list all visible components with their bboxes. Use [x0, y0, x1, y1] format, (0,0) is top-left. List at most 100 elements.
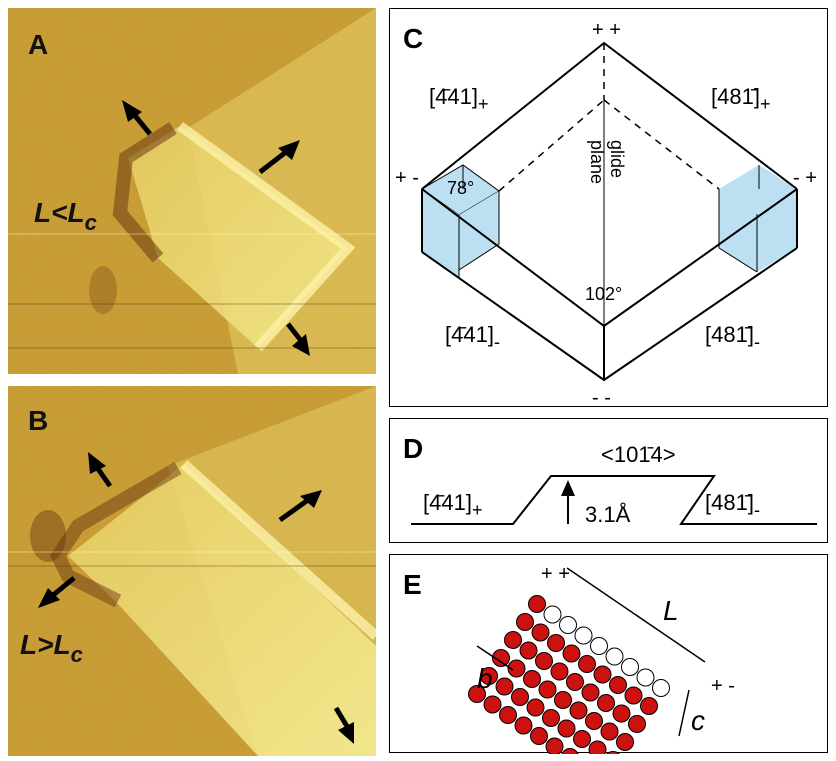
glide-label: glide: [607, 140, 627, 178]
edge-atom: [605, 647, 624, 666]
bulk-atom: [640, 697, 658, 715]
edge-label-upper-right: [481̄]+: [711, 84, 770, 114]
edge-atom: [559, 616, 577, 634]
bulk-atom: [530, 727, 548, 745]
panel-a: A L<Lc: [8, 8, 376, 374]
bulk-atom: [480, 667, 498, 685]
arrow-icon: [333, 706, 354, 744]
edge-atom: [543, 605, 562, 624]
corner-sign-bottom: - -: [592, 387, 611, 408]
step-profile: [411, 475, 817, 525]
corner-sign-top: + +: [592, 19, 621, 41]
plane-label: plane: [587, 140, 607, 184]
panel-b: B L>Lc: [8, 386, 376, 756]
panel-letter: B: [28, 405, 48, 436]
panel-letter: A: [28, 29, 48, 60]
corner-sign-right: - +: [793, 167, 817, 189]
arrow-up-icon: [561, 480, 575, 496]
panel-c-diagram: C: [389, 8, 828, 409]
bulk-atom: [609, 676, 627, 694]
corner-sign-left: + -: [395, 167, 419, 189]
atom-lattice: [468, 595, 670, 761]
bulk-atom: [523, 670, 541, 688]
step-top-label: <101̄4>: [601, 442, 676, 467]
edge-atom: [621, 658, 639, 676]
panel-letter: E: [403, 569, 422, 600]
bulk-atom: [507, 659, 526, 678]
bulk-atom: [554, 691, 572, 709]
bulk-atom: [585, 712, 603, 730]
panel-e: E + + + - L b c: [389, 554, 829, 761]
bulk-atom: [581, 683, 600, 702]
bulk-atom: [545, 737, 564, 756]
panel-letter: D: [403, 433, 423, 464]
edge-label-lower-left: [4̄41]-: [445, 322, 500, 352]
edge-atom: [636, 668, 655, 687]
bulk-atom: [483, 695, 502, 714]
bulk-atom: [628, 715, 646, 733]
bulk-atom: [569, 701, 588, 720]
bulk-atom: [588, 740, 607, 759]
bulk-atom: [616, 733, 634, 751]
edge-atom: [652, 679, 670, 697]
length-label-L: L: [663, 595, 679, 626]
arrow-icon: [122, 100, 152, 136]
b-indicator-line: [476, 645, 514, 671]
bulk-atom: [547, 634, 565, 652]
bulk-atom: [504, 631, 522, 649]
bulk-atom: [516, 613, 534, 631]
edge-label-upper-left: [4̄41]+: [429, 84, 488, 114]
bulk-atom: [468, 685, 486, 703]
length-label-c: c: [691, 705, 705, 736]
bulk-atom: [566, 673, 584, 691]
arrow-icon: [88, 452, 113, 488]
panel-c: C: [389, 8, 829, 409]
bulk-atom: [597, 694, 615, 712]
panel-e-diagram: E + + + - L b c: [389, 554, 828, 761]
bulk-atom: [528, 595, 546, 613]
step-height-label: 3.1Å: [585, 502, 631, 527]
bulk-atom: [550, 662, 569, 681]
panel-a-image: A L<Lc: [8, 8, 376, 374]
edge-atom: [590, 637, 608, 655]
step-left-label: [4̄41]+: [423, 490, 482, 520]
arrow-icon: [278, 490, 322, 523]
arrow-icon: [38, 576, 76, 608]
bulk-atom: [526, 698, 545, 717]
length-label: L<Lc: [34, 197, 97, 235]
bulk-atom: [557, 719, 576, 738]
step-right-label: [481̄]-: [705, 490, 760, 520]
bulk-atom: [495, 677, 514, 696]
arrow-icon: [258, 140, 300, 174]
corner-sign-right: + -: [711, 675, 735, 697]
edge-atom: [574, 626, 593, 645]
bulk-atom: [542, 709, 560, 727]
bulk-atom: [562, 644, 581, 663]
bulk-atom: [514, 716, 533, 735]
corner-sign-top: + +: [541, 563, 570, 585]
bulk-atom: [573, 730, 591, 748]
panel-d: D [4̄41]+ <101̄4> 3.1Å [481̄]-: [389, 418, 829, 544]
length-label-b: b: [477, 663, 493, 694]
c-indicator-line: [678, 689, 690, 737]
bulk-atom: [600, 722, 619, 741]
bulk-atom: [578, 655, 596, 673]
bulk-atom: [519, 641, 538, 660]
bulk-atom: [535, 652, 553, 670]
arrow-icon: [286, 322, 310, 356]
bulk-atom: [624, 686, 643, 705]
bulk-atom: [499, 706, 517, 724]
angle-label-bottom: 102°: [585, 284, 622, 304]
edge-label-lower-right: [481̄]-: [705, 322, 760, 352]
bulk-atom: [612, 704, 631, 723]
angle-label-left: 78°: [447, 178, 474, 198]
bulk-atom: [593, 665, 612, 684]
bulk-atom: [538, 680, 557, 699]
bulk-atom: [511, 688, 529, 706]
length-indicator-line: [566, 567, 706, 663]
length-label: L>Lc: [20, 629, 83, 667]
bulk-atom: [492, 649, 510, 667]
panel-d-diagram: D [4̄41]+ <101̄4> 3.1Å [481̄]-: [389, 418, 828, 543]
panel-b-image: B L>Lc: [8, 386, 376, 756]
bulk-atom: [531, 623, 550, 642]
